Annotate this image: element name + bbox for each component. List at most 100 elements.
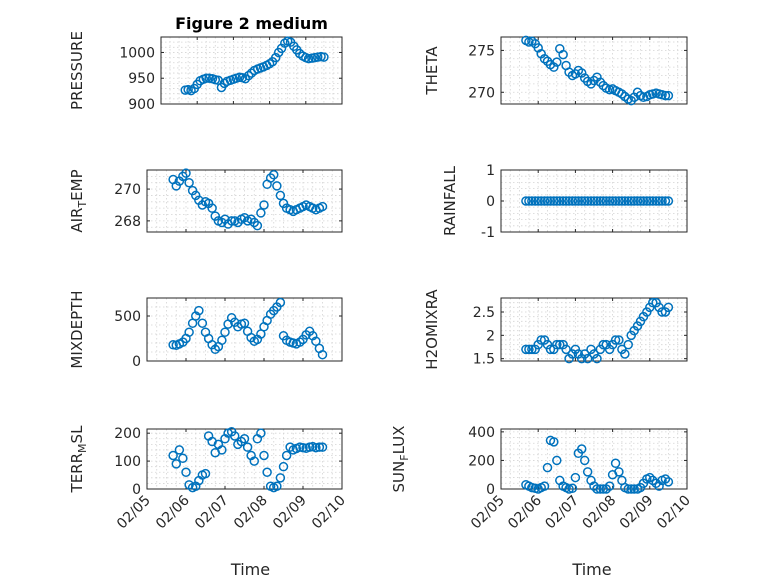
- y-tick-label: 1: [486, 163, 495, 179]
- data-point: [317, 349, 328, 360]
- data-point: [561, 344, 571, 355]
- data-point: [178, 171, 188, 182]
- data-point: [259, 200, 269, 210]
- grid-lines: [501, 170, 687, 232]
- data-point: [663, 90, 674, 101]
- data-point: [262, 467, 272, 478]
- data-point: [533, 196, 543, 206]
- data-point: [187, 185, 198, 196]
- data-point: [570, 472, 581, 483]
- data-point: [663, 196, 674, 206]
- data-point: [657, 307, 667, 317]
- y-tick-label: -1: [481, 225, 495, 241]
- data-point: [570, 196, 581, 206]
- axes-box: [146, 297, 343, 362]
- x-tick-label: 02/10: [309, 493, 349, 533]
- data-point: [617, 196, 627, 206]
- axes-box: [146, 428, 343, 490]
- x-tick-label: 02/10: [654, 493, 694, 533]
- data-point: [579, 196, 590, 206]
- data-point: [174, 445, 185, 455]
- data-point: [549, 344, 559, 355]
- data-point: [582, 196, 593, 206]
- data-point: [626, 196, 636, 206]
- x-tick-label: 02/08: [580, 493, 620, 533]
- x-tick-label: 02/07: [542, 493, 582, 533]
- data-point: [230, 431, 240, 441]
- y-tick-label: 268: [114, 214, 141, 230]
- data-point: [317, 201, 328, 212]
- series-points: [168, 168, 328, 231]
- y-tick-label: 1000: [119, 45, 155, 61]
- subplot-5: 0 500 MIXDEPTH: [68, 290, 343, 370]
- data-point: [539, 54, 550, 64]
- data-point: [582, 353, 593, 364]
- data-point: [181, 467, 191, 478]
- data-point: [654, 302, 664, 313]
- data-point: [197, 200, 208, 210]
- data-point: [645, 472, 655, 483]
- data-point: [549, 196, 559, 206]
- subplot-6: 1.5 2 2.5 H2OMIXRA: [423, 289, 688, 370]
- y-tick-label: 0: [132, 354, 141, 370]
- y-axis-label: TERRMSL: [68, 425, 89, 494]
- subplot-2: 270 275 THETA: [423, 35, 688, 106]
- data-point: [642, 307, 652, 317]
- data-point: [654, 196, 664, 206]
- data-point: [558, 196, 568, 206]
- x-tick-label: 02/09: [270, 493, 310, 533]
- data-point: [171, 459, 181, 469]
- data-point: [582, 467, 593, 477]
- data-point: [275, 473, 286, 483]
- y-tick-label: 0: [486, 194, 495, 210]
- data-point: [545, 344, 556, 355]
- y-axis-label: H2OMIXRA: [423, 289, 441, 370]
- axes-box: [146, 169, 343, 233]
- data-point: [660, 474, 671, 484]
- subplot-7: 0 100 200 TERRMSL 02/05 02/06 02/07 02/08 02/09 0…: [68, 425, 349, 579]
- data-point: [217, 335, 227, 346]
- y-tick-label: 270: [114, 182, 141, 198]
- y-tick-label: 0: [486, 482, 495, 498]
- data-point: [576, 444, 587, 454]
- data-point: [539, 196, 550, 206]
- data-point: [269, 170, 279, 180]
- data-point: [623, 484, 633, 494]
- data-point: [527, 344, 537, 355]
- data-point: [604, 344, 615, 355]
- data-point: [249, 217, 259, 228]
- data-point: [589, 196, 599, 206]
- data-point: [567, 196, 578, 206]
- data-point: [178, 453, 188, 464]
- y-tick-label: 1.5: [473, 352, 495, 368]
- data-point: [586, 196, 596, 206]
- data-point: [610, 196, 621, 206]
- y-tick-label: 200: [468, 453, 495, 469]
- data-point: [635, 196, 646, 206]
- data-point: [312, 52, 323, 62]
- data-point: [561, 196, 571, 206]
- x-axis-label: Time: [230, 560, 270, 579]
- data-point: [217, 445, 227, 455]
- data-point: [527, 196, 537, 206]
- data-point: [542, 339, 553, 350]
- series-points: [168, 297, 328, 360]
- data-point: [210, 211, 220, 221]
- data-point: [552, 455, 562, 466]
- data-point: [317, 442, 328, 452]
- y-tick-label: 200: [114, 426, 141, 442]
- axes-box: [160, 36, 343, 105]
- data-point: [635, 316, 646, 327]
- data-point: [598, 339, 609, 350]
- data-point: [207, 203, 217, 213]
- x-tick-label: 02/09: [617, 493, 657, 533]
- data-point: [632, 196, 643, 206]
- y-axis-label: PRESSURE: [68, 31, 86, 110]
- data-point: [601, 196, 612, 206]
- data-point: [524, 196, 534, 206]
- data-point: [595, 344, 606, 355]
- data-point: [573, 196, 584, 206]
- data-point: [614, 335, 624, 345]
- data-point: [272, 481, 282, 491]
